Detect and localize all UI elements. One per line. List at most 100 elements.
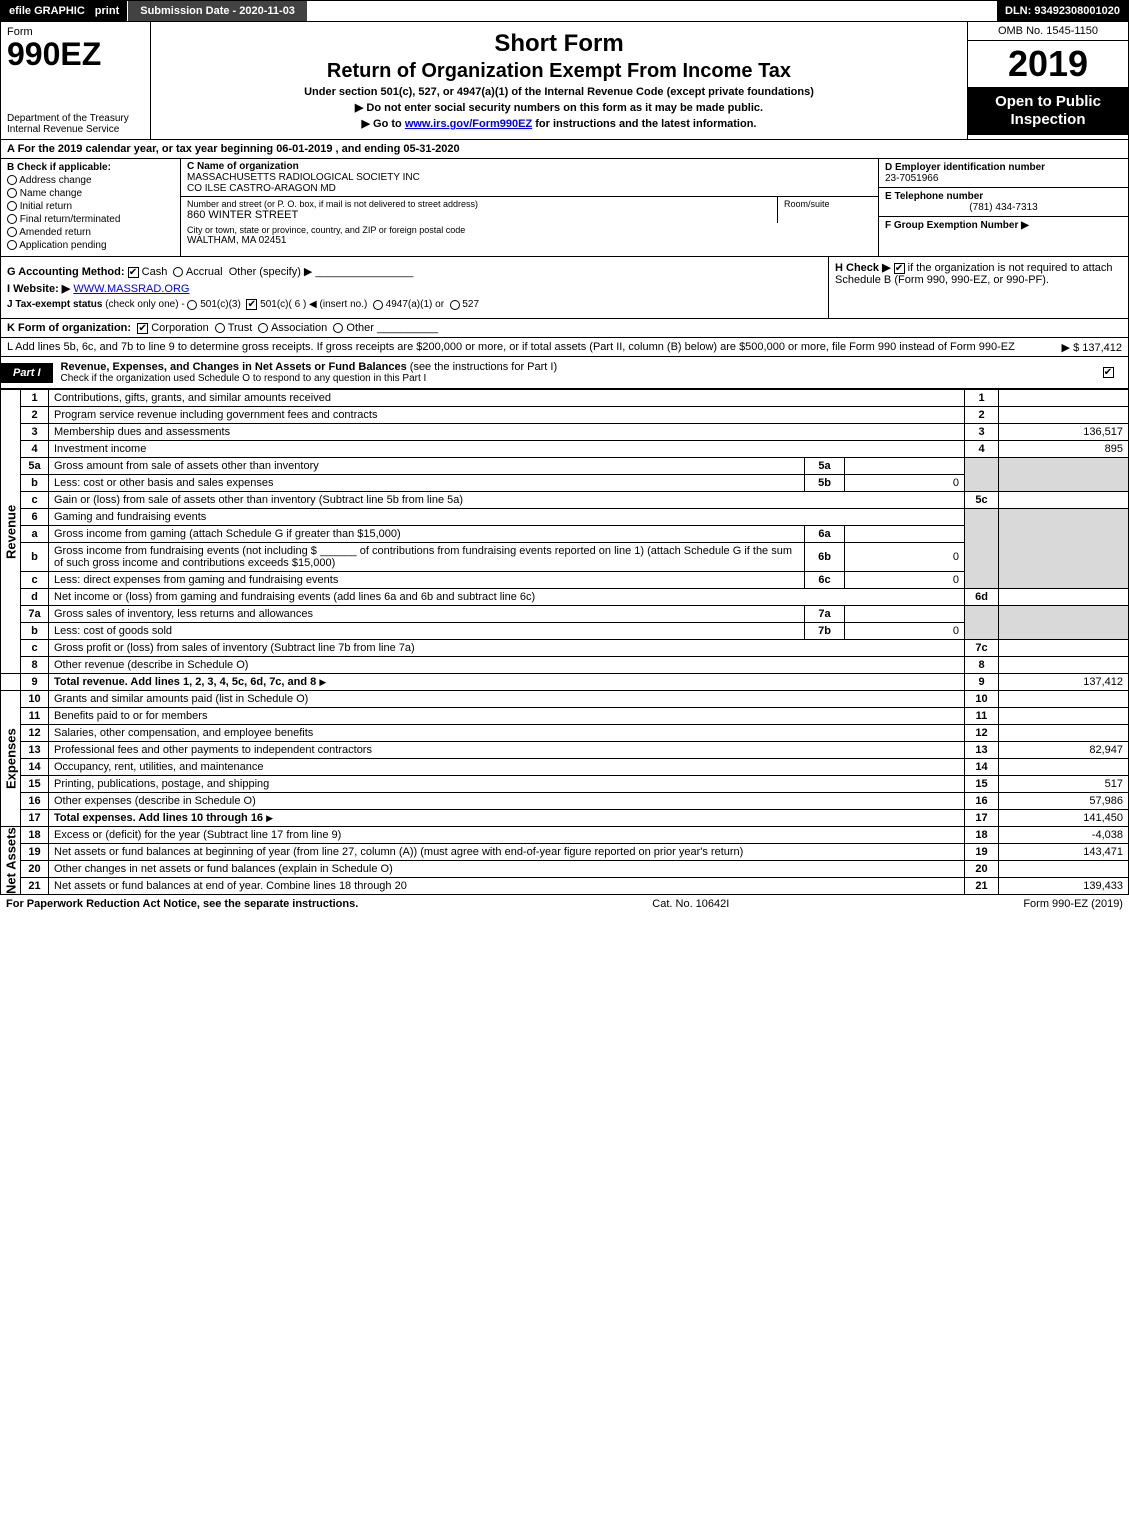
row-18: Net Assets 18 Excess or (deficit) for th… [1,827,1129,844]
section-b-title: B Check if applicable: [7,162,174,173]
chk-address-change[interactable]: Address change [7,175,174,186]
row-7ab-idx-shade [965,606,999,640]
omb-number: OMB No. 1545-1150 [968,22,1128,41]
chk-amended-return[interactable]: Amended return [7,227,174,238]
section-gh-ij: G Accounting Method: Cash Accrual Other … [0,257,1129,319]
row-7b-num: b [21,623,49,640]
row-7a-sidx: 7a [805,606,845,623]
row-12: 12 Salaries, other compensation, and emp… [1,725,1129,742]
row-13-val: 82,947 [999,742,1129,759]
chk-4947[interactable] [373,300,383,310]
row-5a-sidx: 5a [805,458,845,475]
line-i-label: I Website: ▶ [7,283,70,295]
vlabel-revenue-end [1,674,21,691]
row-19: 19 Net assets or fund balances at beginn… [1,844,1129,861]
row-19-desc: Net assets or fund balances at beginning… [54,846,743,858]
row-8-num: 8 [21,657,49,674]
line-l: L Add lines 5b, 6c, and 7b to line 9 to … [0,338,1129,357]
row-10-desc: Grants and similar amounts paid (list in… [54,693,308,705]
chk-association-label: Association [271,322,327,334]
line-j: J Tax-exempt status (check only one) - 5… [7,299,822,310]
chk-corporation[interactable] [137,323,148,334]
website-link[interactable]: WWW.MASSRAD.ORG [73,283,189,295]
row-21-val: 139,433 [999,878,1129,895]
chk-trust[interactable] [215,323,225,333]
part-1-check[interactable] [1088,367,1128,379]
row-5ab-idx-shade [965,458,999,492]
chk-501c3[interactable] [187,300,197,310]
line-j-note: (check only one) - [105,299,184,310]
row-4-val: 895 [999,441,1129,458]
row-11-idx: 11 [965,708,999,725]
row-12-num: 12 [21,725,49,742]
org-name-1: MASSACHUSETTS RADIOLOGICAL SOCIETY INC [187,172,872,183]
row-5c-desc: Gain or (loss) from sale of assets other… [54,494,463,506]
chk-cash-label: Cash [142,266,168,278]
row-7c-num: c [21,640,49,657]
row-7c-desc: Gross profit or (loss) from sales of inv… [54,642,415,654]
city-label: City or town, state or province, country… [187,225,872,235]
chk-final-return[interactable]: Final return/terminated [7,214,174,225]
row-2-idx: 2 [965,407,999,424]
row-6a-sval [845,526,965,543]
row-5a: 5a Gross amount from sale of assets othe… [1,458,1129,475]
row-6a-desc: Gross income from gaming (attach Schedul… [54,528,401,540]
part-1-subtitle: (see the instructions for Part I) [410,361,557,373]
row-15-num: 15 [21,776,49,793]
phone-row: E Telephone number (781) 434-7313 [879,188,1128,217]
row-5b-sval: 0 [845,475,965,492]
footer-mid: Cat. No. 10642I [652,898,729,910]
line-k-label: K Form of organization: [7,322,131,334]
row-6c-sidx: 6c [805,572,845,589]
row-7b: b Less: cost of goods sold 7b 0 [1,623,1129,640]
ein-row: D Employer identification number 23-7051… [879,159,1128,188]
row-20-idx: 20 [965,861,999,878]
chk-accrual[interactable] [173,267,183,277]
row-3-desc: Membership dues and assessments [54,426,230,438]
chk-527[interactable] [450,300,460,310]
row-6abc-val-shade [999,509,1129,589]
row-14: 14 Occupancy, rent, utilities, and maint… [1,759,1129,776]
row-17-val: 141,450 [999,810,1129,827]
chk-other-org-label: Other [346,322,374,334]
row-6b-desc: Gross income from fundraising events (no… [54,545,792,569]
row-3-val: 136,517 [999,424,1129,441]
chk-initial-return[interactable]: Initial return [7,201,174,212]
short-form-title: Short Form [161,30,957,58]
org-name-2: CO ILSE CASTRO-ARAGON MD [187,183,872,194]
chk-cash[interactable] [128,267,139,278]
chk-501c[interactable] [246,299,257,310]
phone-label: E Telephone number [885,191,1122,202]
row-16-idx: 16 [965,793,999,810]
submission-date: Submission Date - 2020-11-03 [127,1,307,21]
line-k: K Form of organization: Corporation Trus… [0,319,1129,338]
row-13-desc: Professional fees and other payments to … [54,744,372,756]
row-18-num: 18 [21,827,49,844]
row-16-desc: Other expenses (describe in Schedule O) [54,795,256,807]
row-12-desc: Salaries, other compensation, and employ… [54,727,313,739]
chk-name-change[interactable]: Name change [7,188,174,199]
section-def: D Employer identification number 23-7051… [878,159,1128,256]
irs-link[interactable]: www.irs.gov/Form990EZ [405,118,532,130]
row-7b-sidx: 7b [805,623,845,640]
row-12-idx: 12 [965,725,999,742]
line-g-label: G Accounting Method: [7,266,125,278]
row-15: 15 Printing, publications, postage, and … [1,776,1129,793]
part-1-title: Revenue, Expenses, and Changes in Net As… [61,361,407,373]
chk-schedule-b[interactable] [894,263,905,274]
row-17-arrow-icon [266,812,273,824]
row-4-desc: Investment income [54,443,146,455]
row-12-val [999,725,1129,742]
chk-application-pending[interactable]: Application pending [7,240,174,251]
chk-corporation-label: Corporation [151,322,208,334]
row-6d-num: d [21,589,49,606]
row-8-desc: Other revenue (describe in Schedule O) [54,659,248,671]
row-6b-sidx: 6b [805,543,845,572]
chk-other-org[interactable] [333,323,343,333]
row-7a-sval [845,606,965,623]
row-7b-desc: Less: cost of goods sold [54,625,172,637]
print-link[interactable]: print [95,5,119,17]
row-9-desc: Total revenue. Add lines 1, 2, 3, 4, 5c,… [54,676,316,688]
chk-association[interactable] [258,323,268,333]
footer-right: Form 990-EZ (2019) [1023,898,1123,910]
